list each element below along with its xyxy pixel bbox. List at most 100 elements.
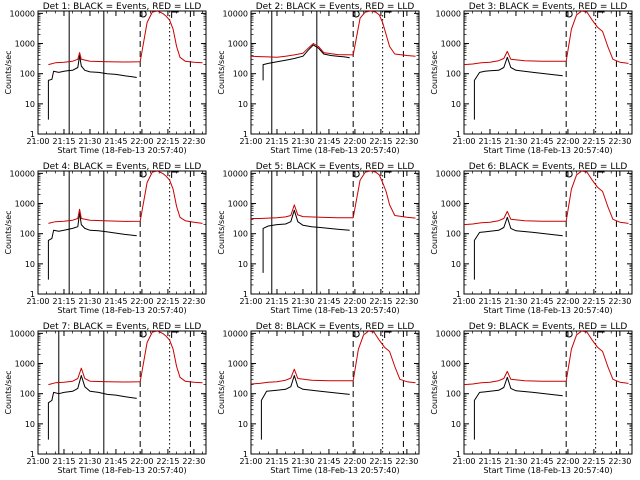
- x-tick-label: 22:30: [608, 297, 631, 306]
- flag-circle-marker: [352, 170, 360, 178]
- y-tick-label: 10: [451, 100, 461, 109]
- series-line-events: [262, 209, 350, 273]
- plot-frame: [250, 10, 420, 135]
- series-line-lld: [48, 331, 203, 386]
- x-tick-label: 22:00: [343, 297, 366, 306]
- x-tick-label: 22:00: [556, 457, 579, 466]
- y-axis-label: Counts/sec: [430, 210, 439, 254]
- flag-circle-marker: [565, 10, 573, 18]
- y-tick-label: 10: [238, 100, 248, 109]
- y-tick-label: 10: [451, 420, 461, 429]
- y-tick-label: 1000: [15, 200, 35, 209]
- detector-panel-4: Det 4: BLACK = Events, RED = LLD 1 10 100 10…: [4, 162, 207, 315]
- x-tick-label: 21:00: [452, 297, 475, 306]
- y-tick-label: 10: [25, 260, 35, 269]
- x-tick-label: 22:00: [556, 137, 579, 146]
- panel-title: Det 7: BLACK = Events, RED = LLD: [43, 322, 202, 332]
- plot-frame: [37, 170, 207, 295]
- detector-panel-6: Det 6: BLACK = Events, RED = LLD 1 10 100 10…: [430, 162, 633, 315]
- flag-circle-marker: [139, 170, 147, 178]
- y-tick-label: 1000: [15, 40, 35, 49]
- y-tick-label: 10: [451, 260, 461, 269]
- flag-bracket-marker: [384, 331, 392, 338]
- y-axis-label: Counts/sec: [4, 370, 13, 414]
- x-tick-label: 21:00: [239, 457, 262, 466]
- x-tick-label: 22:15: [156, 297, 179, 306]
- detector-panel-9: Det 9: BLACK = Events, RED = LLD 1 10 100 10…: [430, 322, 633, 475]
- x-tick-label: 21:45: [104, 457, 127, 466]
- x-tick-label: 21:15: [265, 297, 288, 306]
- y-tick-label: 10000: [436, 329, 461, 338]
- y-tick-label: 1: [243, 290, 248, 299]
- panel-title: Det 8: BLACK = Events, RED = LLD: [256, 322, 415, 332]
- x-tick-label: 21:15: [52, 137, 75, 146]
- panel-title: Det 9: BLACK = Events, RED = LLD: [469, 322, 628, 332]
- x-tick-label: 21:45: [104, 297, 127, 306]
- y-tick-label: 10000: [223, 169, 248, 178]
- series-line-events: [262, 44, 350, 81]
- series-line-events: [47, 375, 137, 440]
- y-axis-label: Counts/sec: [430, 370, 439, 414]
- x-tick-label: 21:30: [291, 297, 314, 306]
- x-axis-label: Start Time (18-Feb-13 20:57:40): [483, 146, 612, 155]
- x-tick-label: 21:00: [452, 137, 475, 146]
- detector-panel-8: Det 8: BLACK = Events, RED = LLD 1 10 100 10…: [217, 322, 420, 475]
- y-tick-label: 10: [238, 260, 248, 269]
- y-tick-label: 1000: [228, 360, 248, 369]
- x-tick-label: 22:15: [582, 297, 605, 306]
- y-tick-label: 100: [20, 70, 35, 79]
- y-axis-label: Counts/sec: [217, 50, 226, 94]
- flag-bracket-marker: [597, 171, 605, 178]
- y-axis-label: Counts/sec: [217, 370, 226, 414]
- flag-circle-marker: [565, 170, 573, 178]
- series-line-lld: [251, 331, 416, 385]
- plot-frame: [250, 170, 420, 295]
- detector-panel-7: Det 7: BLACK = Events, RED = LLD 1 10 100 10…: [4, 322, 207, 475]
- y-tick-label: 1: [243, 450, 248, 459]
- x-tick-label: 22:30: [395, 297, 418, 306]
- y-tick-label: 1000: [228, 40, 248, 49]
- panel-title: Det 6: BLACK = Events, RED = LLD: [469, 162, 628, 172]
- y-tick-label: 10000: [223, 9, 248, 18]
- x-tick-label: 21:15: [52, 457, 75, 466]
- y-tick-label: 1000: [15, 360, 35, 369]
- x-tick-label: 22:30: [182, 297, 205, 306]
- series-line-events: [47, 212, 137, 280]
- y-tick-label: 100: [20, 390, 35, 399]
- x-axis-label: Start Time (18-Feb-13 20:57:40): [483, 466, 612, 475]
- series-line-events: [260, 375, 350, 440]
- x-tick-label: 22:00: [130, 457, 153, 466]
- detector-panel-1: Det 1: BLACK = Events, RED = LLD 1 10 100 10…: [4, 2, 207, 155]
- y-tick-label: 1: [243, 130, 248, 139]
- y-tick-label: 100: [446, 230, 461, 239]
- flag-bracket-marker: [171, 171, 179, 178]
- y-axis-label: Counts/sec: [430, 50, 439, 94]
- x-tick-label: 22:00: [130, 297, 153, 306]
- flag-circle-marker: [139, 330, 147, 338]
- x-tick-label: 21:30: [291, 137, 314, 146]
- series-line-lld: [464, 331, 629, 386]
- x-axis-label: Start Time (18-Feb-13 20:57:40): [483, 306, 612, 315]
- plot-frame: [463, 10, 633, 135]
- y-tick-label: 1: [30, 450, 35, 459]
- y-tick-label: 100: [446, 390, 461, 399]
- y-tick-label: 100: [20, 230, 35, 239]
- x-tick-label: 21:00: [452, 457, 475, 466]
- x-tick-label: 21:30: [291, 457, 314, 466]
- panel-title: Det 2: BLACK = Events, RED = LLD: [256, 2, 415, 12]
- detector-panel-5: Det 5: BLACK = Events, RED = LLD 1 10 100 10…: [217, 162, 420, 315]
- series-line-lld: [464, 11, 629, 66]
- x-tick-label: 22:30: [182, 137, 205, 146]
- y-axis-label: Counts/sec: [4, 210, 13, 254]
- x-tick-label: 21:00: [26, 297, 49, 306]
- series-line-lld: [464, 171, 629, 226]
- x-tick-label: 21:30: [504, 137, 527, 146]
- x-tick-label: 21:00: [239, 137, 262, 146]
- y-tick-label: 10000: [436, 169, 461, 178]
- panel-title: Det 1: BLACK = Events, RED = LLD: [43, 2, 202, 12]
- flag-bracket-marker: [384, 171, 392, 178]
- flag-circle-marker: [565, 330, 573, 338]
- x-tick-label: 21:15: [52, 297, 75, 306]
- plot-frame: [37, 10, 207, 135]
